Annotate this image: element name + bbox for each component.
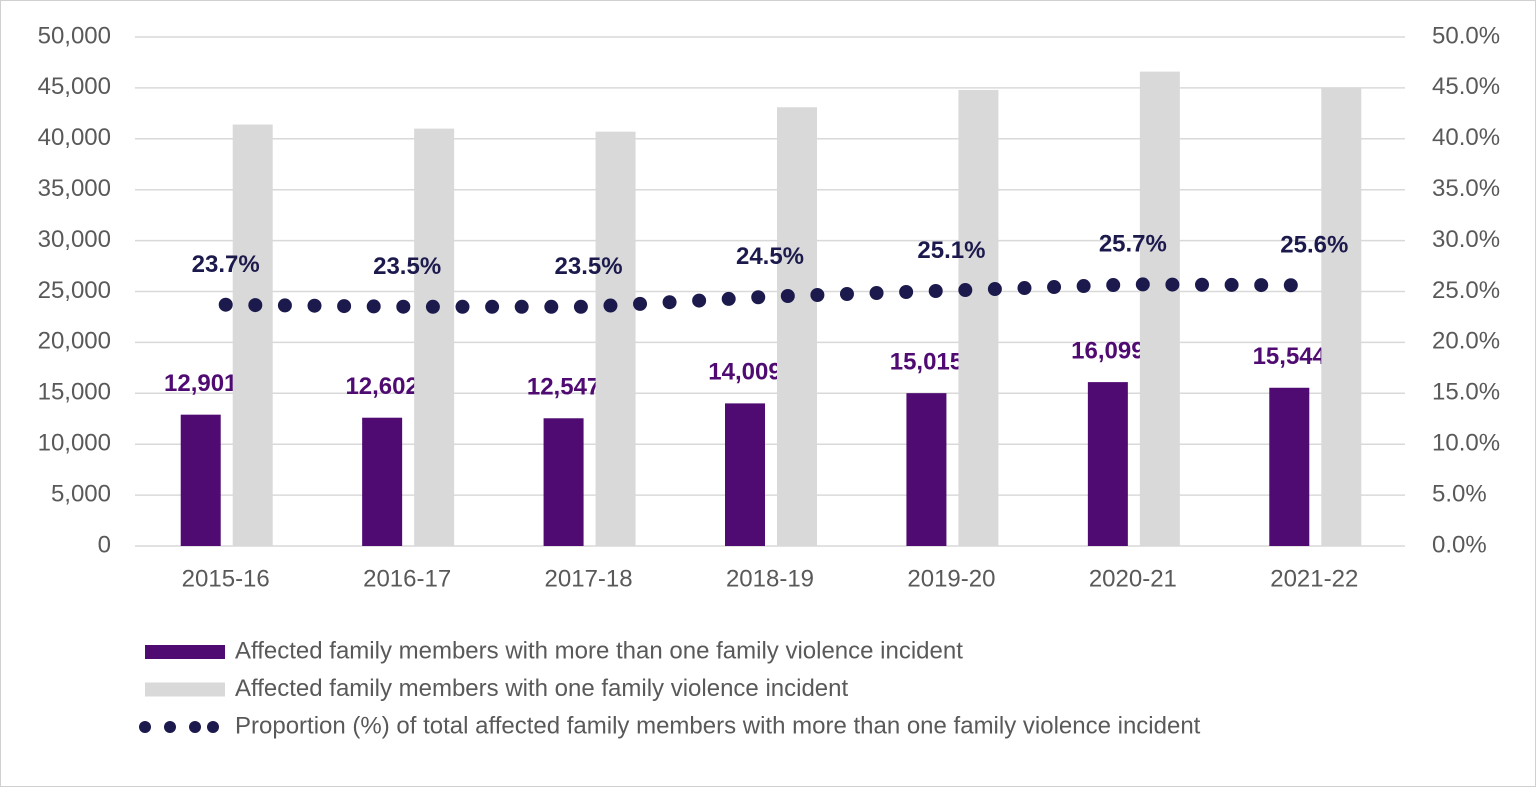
y-tick-label: 10,000	[38, 430, 111, 457]
line	[218, 277, 1322, 314]
legend-swatch	[139, 721, 151, 733]
data-label: 23.5%	[555, 253, 623, 280]
legend-label: Proportion (%) of total affected family …	[235, 712, 1201, 739]
bar	[543, 418, 584, 546]
y2-tick-label: 40.0%	[1432, 124, 1500, 151]
y-tick-label: 25,000	[38, 277, 111, 304]
data-label: 25.6%	[1280, 232, 1348, 259]
data-label: 15,544	[1253, 343, 1327, 370]
x-tick-label: 2016-17	[363, 565, 451, 592]
data-label: 23.5%	[373, 253, 441, 280]
data-label: 14,009	[708, 359, 781, 386]
bar	[232, 124, 273, 546]
bar	[958, 89, 999, 546]
data-label: 12,602	[345, 373, 418, 400]
y2-tick-label: 45.0%	[1432, 73, 1500, 100]
y2-tick-label: 35.0%	[1432, 175, 1500, 202]
data-label: 24.5%	[736, 243, 804, 270]
y-tick-label: 50,000	[38, 22, 111, 49]
legend-swatch	[145, 682, 225, 697]
bar	[180, 414, 221, 546]
y2-tick-label: 5.0%	[1432, 480, 1487, 507]
legend-label: Affected family members with one family …	[235, 675, 848, 702]
y-tick-label: 35,000	[38, 175, 111, 202]
y-tick-label: 40,000	[38, 124, 111, 151]
x-tick-label: 2020-21	[1089, 565, 1177, 592]
bar	[1087, 382, 1128, 546]
data-label: 12,547	[527, 374, 600, 401]
data-label: 12,901	[164, 370, 237, 397]
x-tick-label: 2017-18	[545, 565, 633, 592]
y-tick-label: 30,000	[38, 226, 111, 253]
x-tick-label: 2019-20	[907, 565, 995, 592]
bar	[725, 403, 765, 546]
legend-swatch	[189, 721, 201, 733]
data-label: 16,099	[1071, 337, 1144, 364]
bar	[777, 107, 817, 546]
legend-swatch	[207, 721, 219, 733]
bar	[595, 131, 636, 546]
bar	[414, 128, 455, 546]
bar	[1139, 71, 1180, 546]
x-tick-label: 2018-19	[726, 565, 814, 592]
bar	[906, 393, 947, 546]
bar	[1269, 387, 1310, 546]
bar	[362, 417, 403, 546]
y2-tick-label: 0.0%	[1432, 531, 1487, 558]
data-label: 25.1%	[917, 237, 985, 264]
y2-tick-label: 30.0%	[1432, 226, 1500, 253]
y-tick-label: 0	[98, 531, 111, 558]
y2-tick-label: 50.0%	[1432, 22, 1500, 49]
legend-swatch	[164, 721, 176, 733]
y2-tick-label: 20.0%	[1432, 328, 1500, 355]
data-label: 25.7%	[1099, 231, 1167, 258]
data-label: 15,015	[890, 348, 963, 375]
y-tick-label: 5,000	[51, 480, 111, 507]
y-tick-label: 45,000	[38, 73, 111, 100]
x-tick-label: 2015-16	[182, 565, 270, 592]
y2-tick-label: 25.0%	[1432, 277, 1500, 304]
legend-label: Affected family members with more than o…	[235, 637, 963, 664]
y2-tick-label: 10.0%	[1432, 430, 1500, 457]
y-tick-label: 15,000	[38, 379, 111, 406]
x-tick-label: 2021-22	[1270, 565, 1358, 592]
bar	[1321, 87, 1362, 547]
y2-tick-label: 15.0%	[1432, 379, 1500, 406]
y-tick-label: 20,000	[38, 328, 111, 355]
legend-swatch	[145, 645, 225, 659]
data-label: 23.7%	[192, 251, 260, 278]
